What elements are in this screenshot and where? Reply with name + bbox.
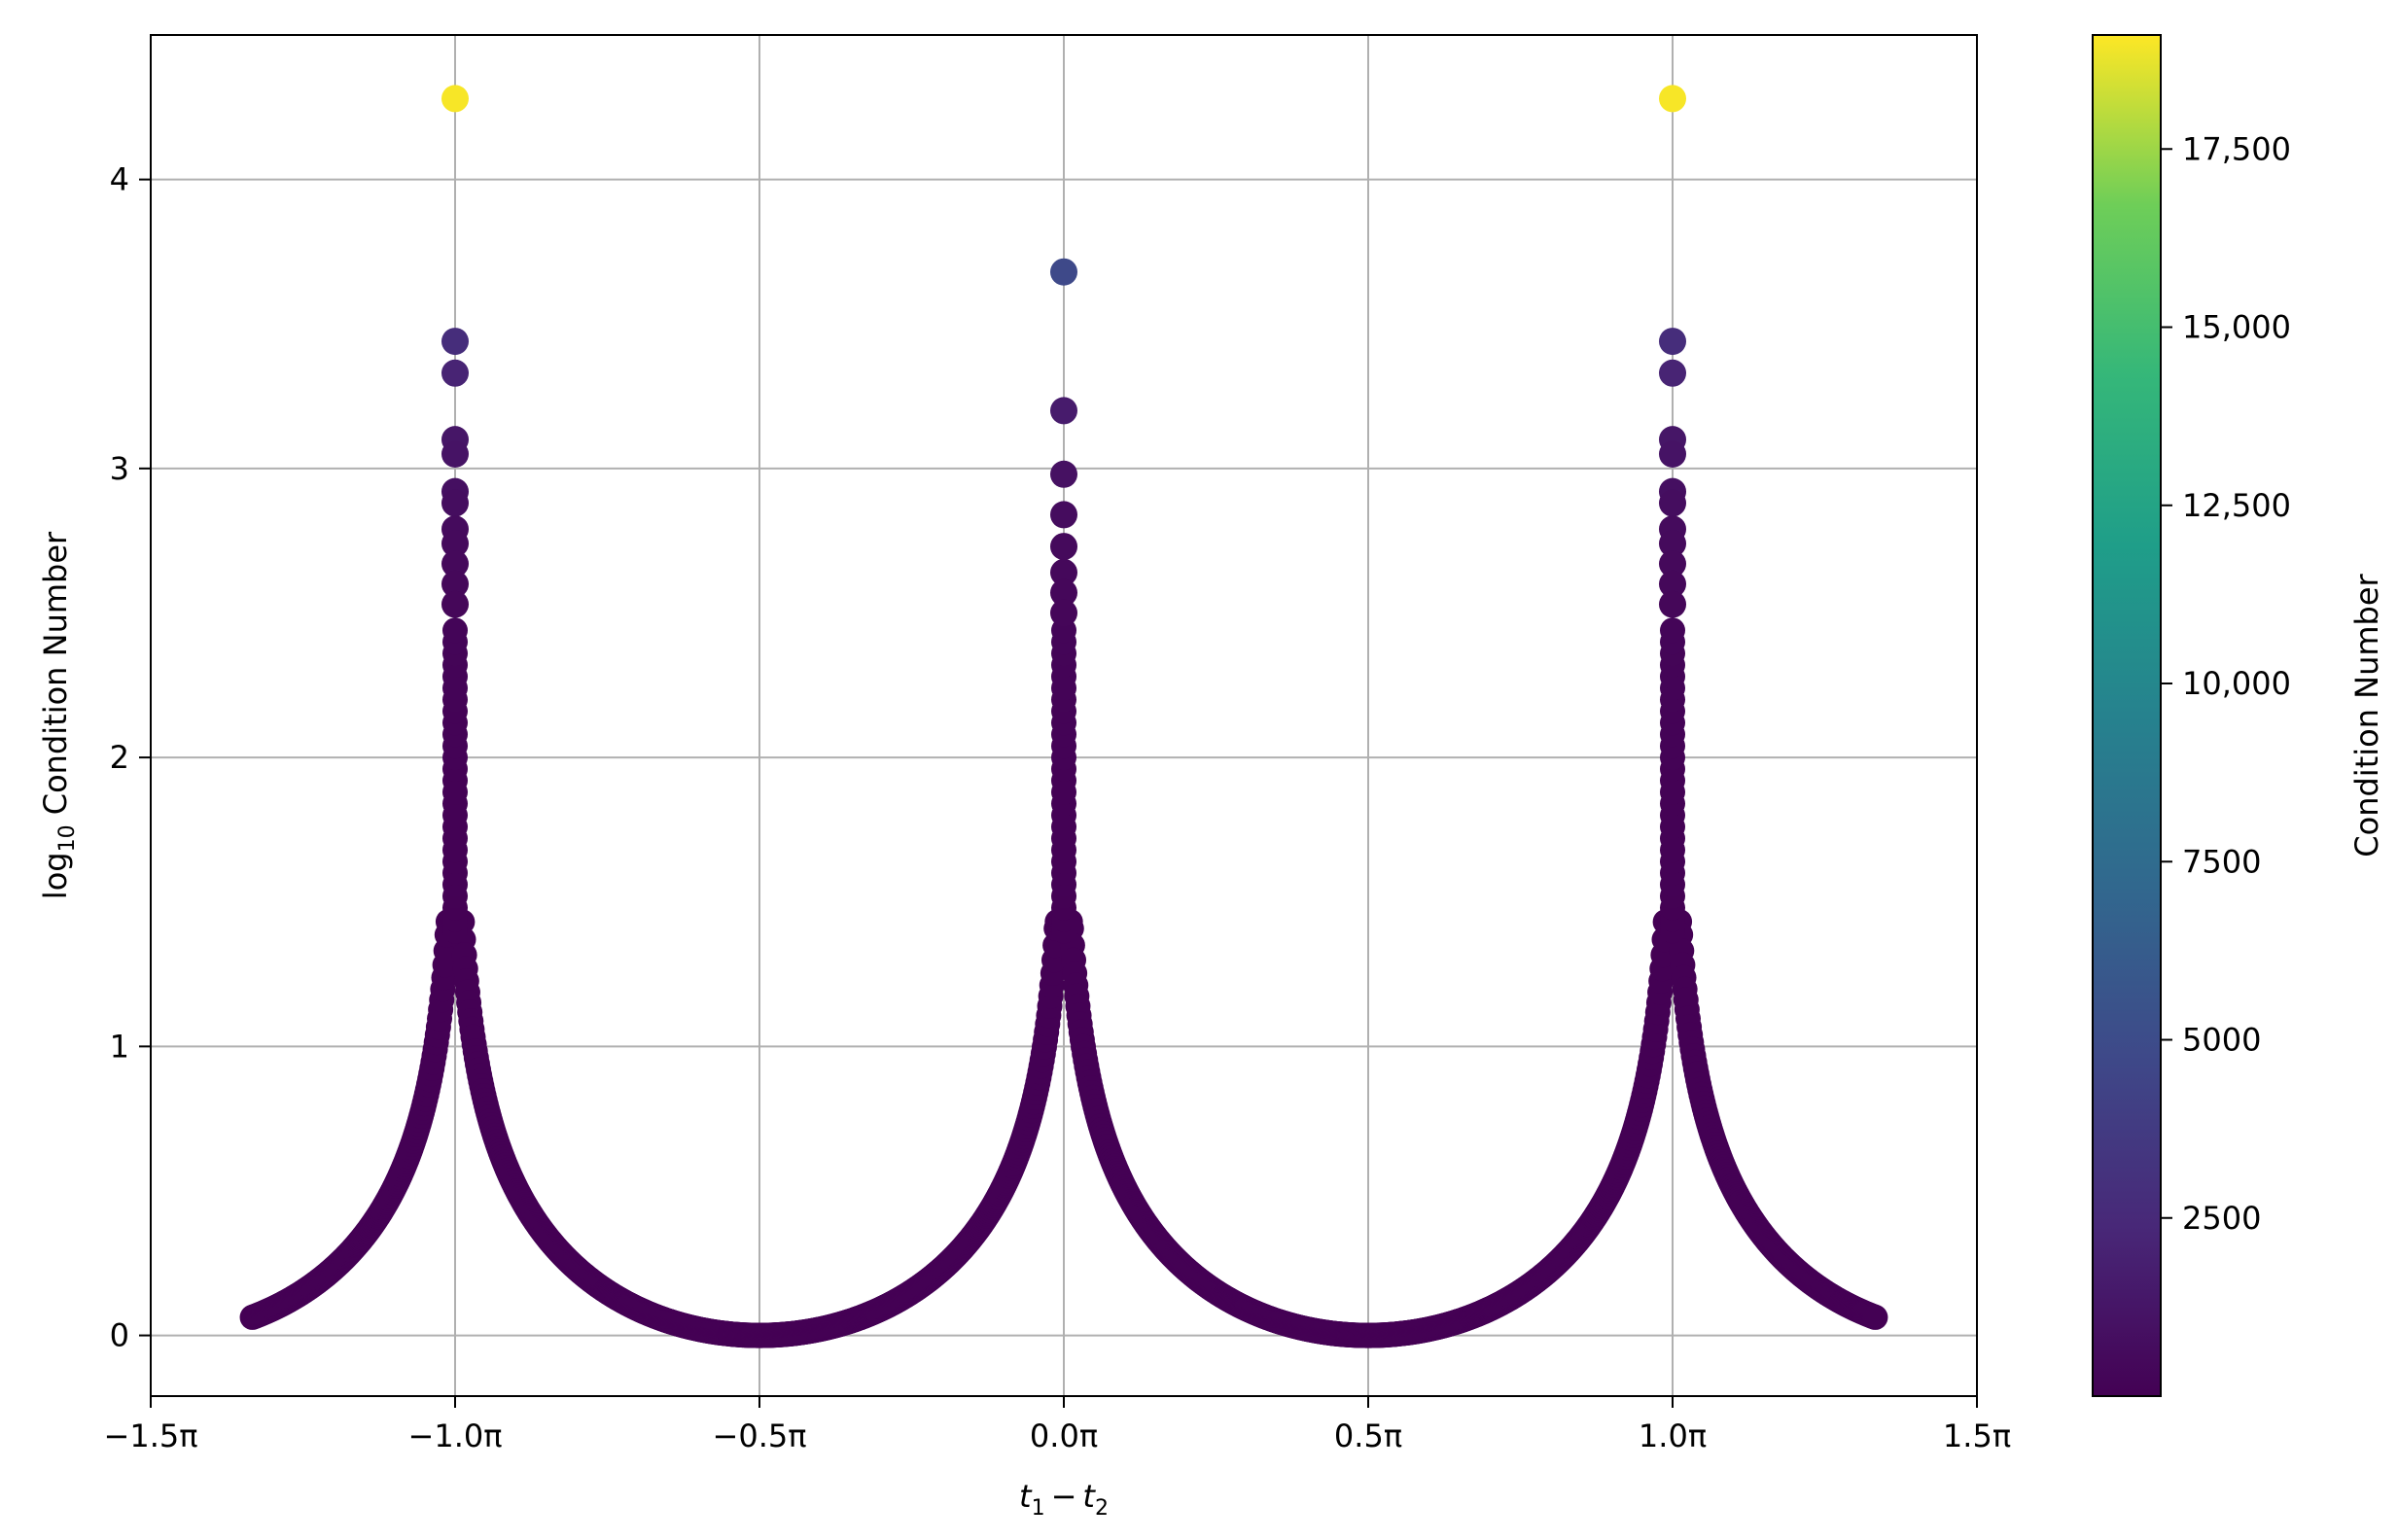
outlier-point xyxy=(1659,570,1686,598)
x-tick-label: −1.5π xyxy=(104,1418,198,1454)
data-point xyxy=(1660,617,1685,644)
outlier-point xyxy=(441,439,469,468)
outlier-point xyxy=(1659,549,1686,578)
outlier-point xyxy=(1050,397,1077,425)
colorbar-ticks: 2500 5000 7500 10,000 12,500 15,000 17,500 xyxy=(2161,130,2291,1237)
outlier-point xyxy=(1050,533,1077,561)
outlier-point xyxy=(1659,530,1686,558)
outlier-point xyxy=(1050,558,1077,586)
x-axis-ticks: −1.5π −1.0π −0.5π 0.0π 0.5π 1.0π 1.5π xyxy=(104,1396,2011,1454)
outlier-point xyxy=(441,489,469,517)
y-tick-label: 2 xyxy=(110,739,129,776)
outlier-point xyxy=(441,85,469,113)
colorbar-tick-label: 2500 xyxy=(2182,1200,2261,1237)
y-axis-label: log10 Condition Number xyxy=(37,531,80,899)
y-tick-label: 3 xyxy=(110,450,129,487)
outlier-point xyxy=(1050,501,1077,529)
x-tick-label: 1.0π xyxy=(1639,1418,1707,1454)
colorbar-tick-label: 5000 xyxy=(2182,1022,2261,1059)
outlier-point xyxy=(1050,578,1077,607)
x-axis-label: t1− t2 xyxy=(1019,1478,1109,1521)
outlier-point xyxy=(441,530,469,558)
outlier-point xyxy=(1050,258,1077,286)
x-tick-label: −1.0π xyxy=(408,1418,503,1454)
scatter-points xyxy=(239,85,1888,1348)
colorbar-label: Condition Number xyxy=(2348,573,2385,857)
data-point xyxy=(1862,1304,1888,1330)
colorbar-tick-label: 15,000 xyxy=(2182,309,2291,346)
y-tick-label: 1 xyxy=(110,1028,129,1065)
colorbar xyxy=(2092,34,2162,1397)
y-axis-ticks: 0 1 2 3 4 xyxy=(110,161,151,1354)
colorbar-tick-label: 7500 xyxy=(2182,843,2261,880)
colorbar-tick-label: 12,500 xyxy=(2182,487,2291,524)
outlier-point xyxy=(1659,359,1686,387)
x-tick-label: 0.5π xyxy=(1334,1418,1402,1454)
outlier-point xyxy=(1050,460,1077,488)
outlier-point xyxy=(1659,489,1686,517)
outlier-point xyxy=(441,328,469,356)
colorbar-tick-label: 17,500 xyxy=(2182,130,2291,167)
outlier-point xyxy=(1050,599,1077,627)
data-point xyxy=(442,617,468,644)
outlier-point xyxy=(441,359,469,387)
x-tick-label: 1.5π xyxy=(1943,1418,2011,1454)
colorbar-tick-label: 10,000 xyxy=(2182,665,2291,702)
y-tick-label: 0 xyxy=(110,1317,129,1354)
x-tick-label: −0.5π xyxy=(713,1418,807,1454)
outlier-point xyxy=(1659,85,1686,113)
outlier-point xyxy=(441,549,469,578)
y-tick-label: 4 xyxy=(110,161,129,198)
outlier-point xyxy=(441,590,469,618)
outlier-point xyxy=(441,570,469,598)
x-tick-label: 0.0π xyxy=(1030,1418,1098,1454)
outlier-point xyxy=(1659,590,1686,618)
outlier-point xyxy=(1659,328,1686,356)
outlier-point xyxy=(1659,439,1686,468)
